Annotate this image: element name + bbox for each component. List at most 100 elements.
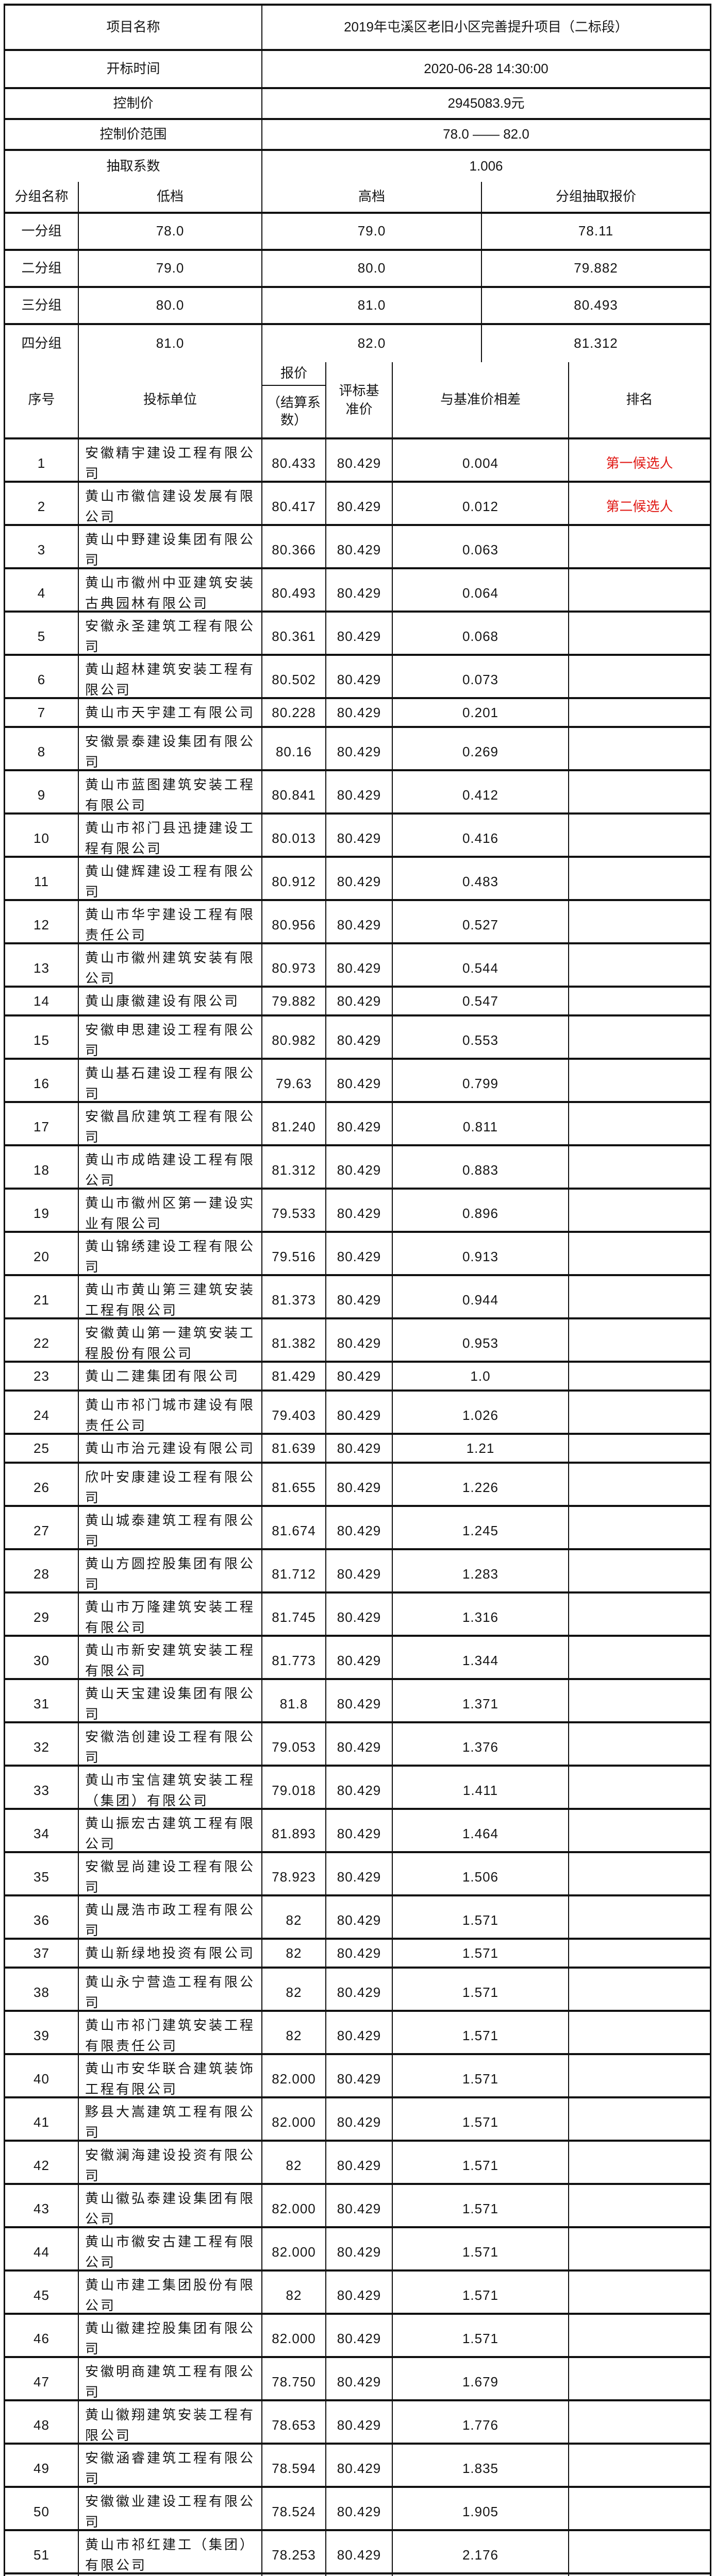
row-seq: 7 — [5, 699, 79, 726]
table-row: 18 黄山市成皓建设工程有限公司 81.312 80.429 0.883 — [5, 1146, 710, 1194]
rank — [569, 1190, 710, 1238]
price-diff: 0.883 — [393, 1146, 569, 1194]
bid-price: 82 — [262, 1969, 326, 2016]
bidder-name: 安徽徽派建设工程有限公司 — [79, 2574, 262, 2576]
table-row: 9 黄山市蓝图建筑安装工程有限公司 80.841 80.429 0.412 — [5, 771, 710, 819]
row-seq: 50 — [5, 2488, 79, 2536]
table-row: 34 黄山振宏古建筑工程有限公司 81.893 80.429 1.464 — [5, 1810, 710, 1858]
table-row: 11 黄山健辉建设工程有限公司 80.912 80.429 0.483 — [5, 858, 710, 906]
benchmark-price: 80.429 — [326, 2488, 393, 2536]
table-row: 15 安徽申思建设工程有限公司 80.982 80.429 0.553 — [5, 1016, 710, 1064]
group-low: 81.0 — [79, 325, 262, 362]
rank — [569, 728, 710, 776]
benchmark-price: 80.429 — [326, 2358, 393, 2406]
bidder-name: 黄山天宝建设集团有限公司 — [79, 1680, 262, 1728]
row-seq: 40 — [5, 2055, 79, 2103]
row-seq: 51 — [5, 2531, 79, 2576]
bid-price: 82.000 — [262, 2315, 326, 2363]
bidder-name: 黄山市安华联合建筑装饰工程有限公司 — [79, 2055, 262, 2103]
price-diff: 1.679 — [393, 2358, 569, 2406]
rank — [569, 1550, 710, 1598]
rank — [569, 1276, 710, 1324]
price-diff: 0.553 — [393, 1016, 569, 1064]
bid-price: 81.674 — [262, 1507, 326, 1555]
row-seq: 16 — [5, 1060, 79, 1108]
rank: 第一候选人 — [606, 455, 673, 471]
benchmark-price: 80.429 — [326, 728, 393, 776]
benchmark-price: 80.429 — [326, 1680, 393, 1728]
bid-price: 81.893 — [262, 1810, 326, 1858]
bidder-name: 安徽景泰建设集团有限公司 — [79, 728, 262, 776]
bid-price: 81.773 — [262, 1637, 326, 1685]
row-seq: 11 — [5, 858, 79, 906]
group-high: 82.0 — [262, 325, 482, 362]
benchmark-price: 80.429 — [326, 988, 393, 1015]
bidder-name: 黄山市徽安古建工程有限公司 — [79, 2228, 262, 2276]
rank — [569, 1146, 710, 1194]
bidder-name: 黄山基石建设工程有限公司 — [79, 1060, 262, 1108]
bidder-name: 黄山振宏古建筑工程有限公司 — [79, 1810, 262, 1858]
row-seq: 17 — [5, 1103, 79, 1151]
table-row: 42 安徽澜海建设投资有限公司 82 80.429 1.571 — [5, 2142, 710, 2190]
price-diff: 1.026 — [393, 1392, 569, 1439]
bid-price: 81.240 — [262, 1103, 326, 1151]
row-seq: 13 — [5, 944, 79, 992]
benchmark-price: 80.429 — [326, 656, 393, 704]
bid-price: 81.639 — [262, 1435, 326, 1462]
bid-price: 80.502 — [262, 656, 326, 704]
bidder-name: 黄山市蓝图建筑安装工程有限公司 — [79, 771, 262, 819]
bidder-name: 安徽黄山第一建筑安装工程股份有限公司 — [79, 1319, 262, 1367]
table-row: 4 黄山市徽州中亚建筑安装古典园林有限公司 80.493 80.429 0.064 — [5, 569, 710, 617]
table-row: 38 黄山永宁营造工程有限公司 82 80.429 1.571 — [5, 1969, 710, 2016]
table-row: 47 安徽明商建筑工程有限公司 78.750 80.429 1.679 — [5, 2358, 710, 2406]
bid-price: 82 — [262, 1940, 326, 1967]
benchmark-price: 80.429 — [326, 1940, 393, 1967]
group-high: 79.0 — [262, 214, 482, 249]
row-seq: 26 — [5, 1464, 79, 1512]
group-header-name: 分组名称 — [5, 182, 79, 212]
bidder-name: 黄山市成皓建设工程有限公司 — [79, 1146, 262, 1194]
bid-price: 79.018 — [262, 1767, 326, 1815]
project-name-label: 项目名称 — [5, 6, 262, 49]
table-row: 35 安徽昱尚建设工程有限公司 78.923 80.429 1.506 — [5, 1853, 710, 1901]
benchmark-price: 80.429 — [326, 2315, 393, 2363]
row-seq: 34 — [5, 1810, 79, 1858]
price-diff: 0.799 — [393, 1060, 569, 1108]
price-diff: 1.226 — [393, 1464, 569, 1512]
row-seq: 21 — [5, 1276, 79, 1324]
bidder-name: 黄山城泰建筑工程有限公司 — [79, 1507, 262, 1555]
benchmark-price: 80.429 — [326, 2574, 393, 2576]
header-diff: 与基准价相差 — [393, 362, 569, 437]
bid-price: 81.712 — [262, 1550, 326, 1598]
bid-price: 79.053 — [262, 1723, 326, 1771]
header-rank: 排名 — [626, 392, 653, 408]
group-row: 二分组 79.0 80.0 79.882 — [5, 251, 710, 288]
row-seq: 8 — [5, 728, 79, 776]
row-seq: 36 — [5, 1896, 79, 1944]
price-diff: 1.0 — [393, 1363, 569, 1390]
row-seq: 10 — [5, 815, 79, 862]
benchmark-price: 80.429 — [326, 1060, 393, 1108]
bid-price: 81.745 — [262, 1594, 326, 1641]
bidder-name: 黄山超林建筑安装工程有限公司 — [79, 656, 262, 704]
bid-price: 78.750 — [262, 2358, 326, 2406]
benchmark-price: 80.429 — [326, 2401, 393, 2449]
benchmark-price: 80.429 — [326, 1594, 393, 1641]
price-diff: 0.004 — [393, 439, 569, 487]
rank — [569, 1233, 710, 1281]
bid-price: 79.516 — [262, 1233, 326, 1281]
bidder-name: 黄山晟浩市政工程有限公司 — [79, 1896, 262, 1944]
rank — [569, 1810, 710, 1858]
table-row: 12 黄山市华宇建设工程有限责任公司 80.956 80.429 0.527 — [5, 901, 710, 949]
group-header-high: 高档 — [262, 182, 482, 212]
bid-price: 80.973 — [262, 944, 326, 992]
table-row: 16 黄山基石建设工程有限公司 79.63 80.429 0.799 — [5, 1060, 710, 1108]
benchmark-price: 80.429 — [326, 2055, 393, 2103]
bidder-name: 安徽涵睿建筑工程有限公司 — [79, 2445, 262, 2493]
bid-price: 80.013 — [262, 815, 326, 862]
table-row: 6 黄山超林建筑安装工程有限公司 80.502 80.429 0.073 — [5, 656, 710, 704]
group-name: 一分组 — [5, 214, 79, 249]
bidder-name: 黄山二建集团有限公司 — [79, 1363, 262, 1390]
group-picked: 81.312 — [574, 335, 618, 351]
